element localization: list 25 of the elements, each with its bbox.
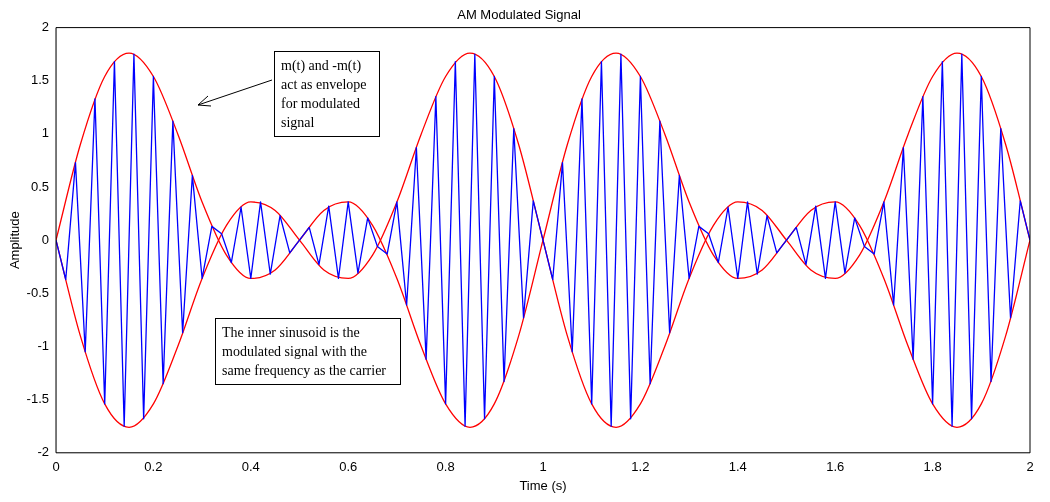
x-tick-label: 1.6: [826, 459, 845, 475]
y-tick-label: 0.5: [30, 178, 49, 194]
x-tick-label: 1.4: [728, 459, 747, 475]
annotation: The inner sinusoid is the modulated signal with the same frequency as the carrier: [215, 318, 401, 385]
chart-title: AM Modulated Signal: [457, 7, 581, 23]
x-tick-label: 1.2: [631, 459, 650, 475]
x-tick-label: 2: [1026, 459, 1034, 475]
y-tick-label: -2: [37, 444, 49, 460]
x-tick-label: 0.4: [241, 459, 260, 475]
y-axis-title: Amplitude: [7, 211, 23, 270]
x-tick-label: 1: [539, 459, 547, 475]
y-tick-label: 0: [41, 231, 49, 247]
y-tick-label: 1.5: [30, 72, 49, 88]
y-tick-label: -1.5: [26, 391, 49, 407]
x-tick-label: 0: [52, 459, 60, 475]
y-tick-label: 1: [41, 125, 49, 141]
x-tick-label: 1.8: [923, 459, 942, 475]
x-axis-title: Time (s): [519, 477, 567, 493]
x-tick-label: 0.2: [144, 459, 163, 475]
x-tick-label: 0.6: [339, 459, 358, 475]
annotation: m(t) and -m(t) act as envelope for modulated signal: [274, 51, 380, 137]
y-tick-label: -1: [37, 338, 49, 354]
y-tick-label: -0.5: [26, 284, 49, 300]
x-tick-label: 0.8: [436, 459, 455, 475]
y-tick-label: 2: [41, 19, 49, 35]
